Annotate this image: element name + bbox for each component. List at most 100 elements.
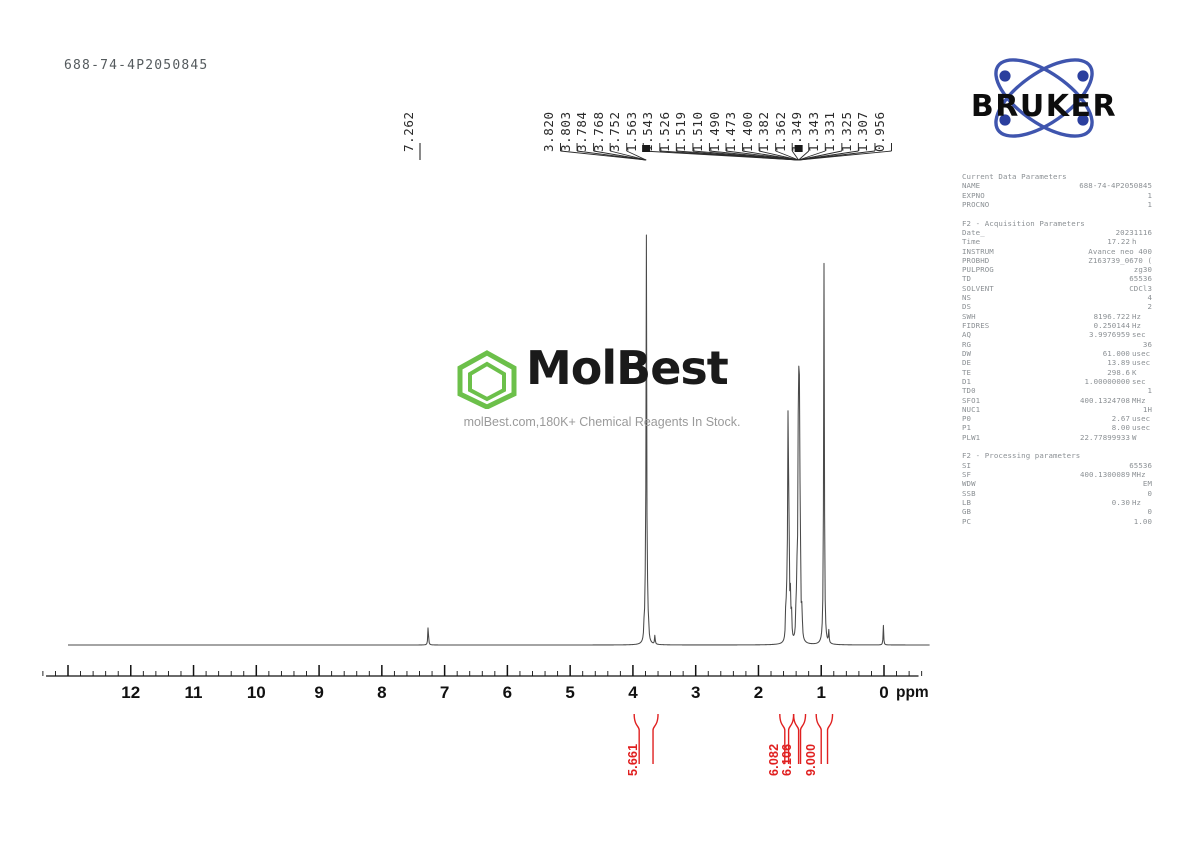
param-key: P1 [962,423,972,433]
param-key: PROCNO [962,199,990,209]
param-value: 65536 [1129,460,1152,470]
axis-tick-label: 4 [628,683,638,702]
param-key: EXPNO [962,190,985,200]
axis-tick-label: 5 [565,683,575,702]
param-value: 400.1324708 [1079,395,1130,405]
axis-tick-label: 7 [439,683,450,702]
bruker-atom-icon: BRUKER [971,58,1117,138]
param-key: SOLVENT [962,283,994,293]
param-key: LB [962,497,972,507]
axis-tick-label: 9 [314,683,324,702]
axis-tick-label: 3 [690,683,701,702]
axis-tick-label: 8 [377,683,387,702]
param-key: INSTRUM [962,246,994,256]
param-key: SI [962,460,972,470]
param-value: 1 [1147,190,1152,200]
peak-leader-lines [419,143,892,161]
param-row: PROBHD Z163739_0670 ( [962,256,1152,265]
param-value: 0.250144 [1093,321,1130,330]
param-unit: usec [1132,414,1151,424]
param-value: 61.000 [1102,348,1130,358]
param-row: PC 1.00 [962,517,1152,526]
param-key: PLW1 [962,432,981,442]
param-key: NS [962,293,972,303]
param-unit: MHz [1132,470,1146,479]
param-row: TD0 1 [962,386,1152,395]
param-value: 36 [1142,339,1152,349]
param-row: NUC1 1H [962,405,1152,414]
param-value: 1.00 [1133,516,1152,526]
param-row: SSB 0 [962,489,1152,498]
axis-tick-label: 2 [753,683,764,702]
param-row: INSTRUM Avance neo 400 [962,247,1152,256]
integral-value: 6.082 [766,743,781,776]
param-key: PROBHD [962,255,990,265]
integral-curves [633,713,834,764]
param-row: WDW EM [962,479,1152,488]
param-key: P0 [962,414,972,424]
bruker-wordmark: BRUKER [971,89,1117,124]
param-section-heading: F2 - Acquisition Parameters [962,218,1085,228]
param-key: DS [962,302,972,312]
axis-tick-label: 11 [184,683,203,702]
param-row: Time 17.22 h [962,237,1152,246]
param-key: TE [962,367,972,377]
param-unit: K [1132,367,1137,377]
param-value: 65536 [1129,274,1152,284]
param-row: RG 36 [962,340,1152,349]
param-key: SFO1 [962,395,981,405]
param-value: 400.1300089 [1079,470,1130,479]
param-value: 1 [1147,386,1152,396]
param-row: D1 1.00000000 sec [962,377,1152,386]
param-unit: sec [1132,330,1146,340]
param-row: TE 298.6 K [962,368,1152,377]
axis-tick-label: 10 [246,683,266,702]
param-unit: Hz [1132,311,1142,321]
param-key: Time [962,237,981,247]
acquisition-parameter-block: Current Data Parameters NAME 688-74-4P2050… [962,172,1152,526]
param-value: 298.6 [1107,367,1130,377]
param-value: 8.00 [1111,423,1130,433]
param-row: TD 65536 [962,274,1152,283]
param-row: AQ 3.9976959 sec [962,330,1152,339]
param-key: NAME [962,181,981,191]
param-row: SFO1 400.1324708 MHz [962,396,1152,405]
integral-value: 6.106 [779,743,794,776]
param-key: Date_ [962,227,985,237]
param-key: PULPROG [962,265,994,275]
param-key: GB [962,507,972,517]
param-key: TD0 [962,386,976,396]
param-key: DE [962,358,972,368]
axis-tick-label: 12 [121,683,141,702]
param-row: P0 2.67 usec [962,414,1152,423]
param-key: TD [962,274,972,284]
param-unit: W [1132,432,1137,442]
param-value: 17.22 [1107,237,1130,247]
param-unit: usec [1132,423,1151,433]
param-value: 0 [1147,507,1152,517]
param-value: 2 [1147,302,1152,312]
param-row: EXPNO 1 [962,191,1152,200]
axis-unit-label: ppm [896,684,929,701]
param-row: LB 0.30 Hz [962,498,1152,507]
param-row: DS 2 [962,302,1152,311]
param-unit: Hz [1132,497,1142,507]
param-value: 13.89 [1107,358,1130,368]
param-value: 2.67 [1111,414,1130,424]
page-title: 688-74-4P2050845 [64,58,209,73]
param-row: SOLVENT CDCl3 [962,284,1152,293]
bruker-logo: BRUKER [958,52,1130,144]
param-unit: sec [1132,376,1146,386]
param-row: GB 0 [962,507,1152,516]
param-row: DE 13.89 usec [962,358,1152,367]
param-row: P1 8.00 usec [962,423,1152,432]
param-row: NS 4 [962,293,1152,302]
param-row: SI 65536 [962,461,1152,470]
param-value: 1H [1142,404,1152,414]
param-unit: usec [1132,348,1151,358]
param-value: 8196.722 [1093,311,1130,321]
param-row: SF 400.1300089 MHz [962,470,1152,479]
param-value: zg30 [1133,265,1152,275]
